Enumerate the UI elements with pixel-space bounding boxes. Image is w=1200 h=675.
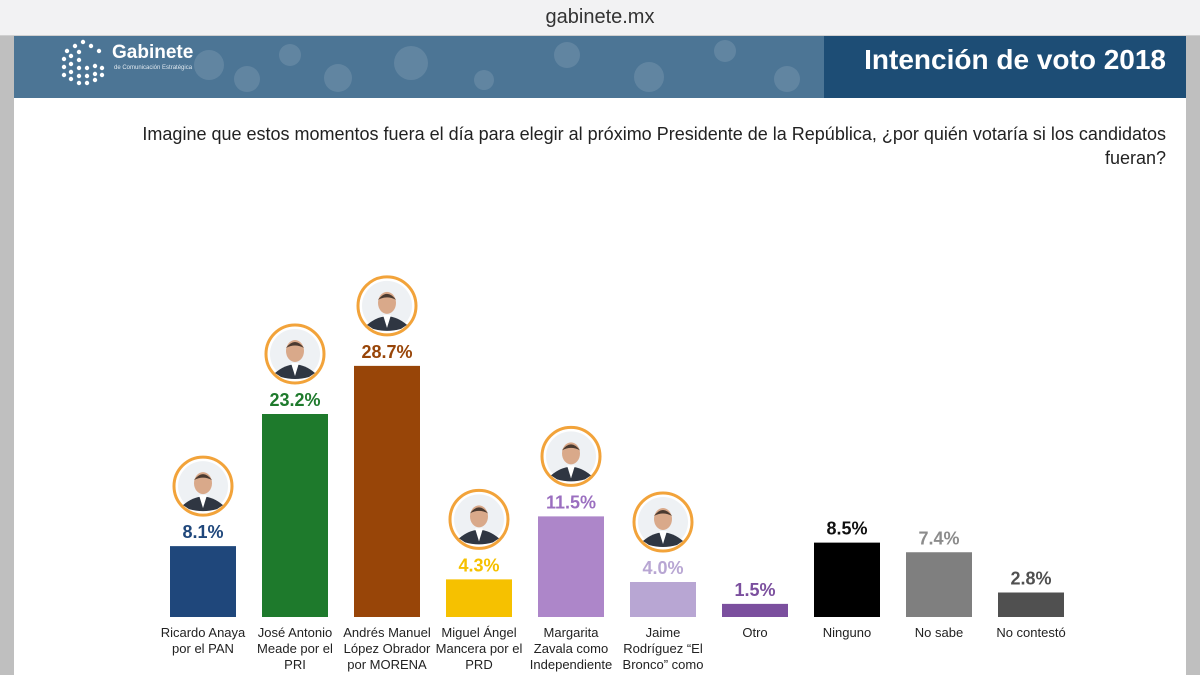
category-label-7-line-0: Ninguno — [823, 625, 871, 640]
bar-6 — [722, 603, 788, 617]
category-label-3-line-2: PRD — [465, 657, 492, 672]
value-label-2: 28.7% — [361, 342, 412, 362]
category-label-2-line-2: por MORENA — [347, 657, 427, 672]
bar-5 — [630, 582, 696, 617]
bar-8 — [906, 552, 972, 617]
category-label-1-line-1: Meade por el — [257, 641, 333, 656]
value-label-0: 8.1% — [182, 522, 223, 542]
bar-4 — [538, 516, 604, 617]
value-label-5: 4.0% — [642, 558, 683, 578]
category-label-4-line-1: Zavala como — [534, 641, 608, 656]
value-label-9: 2.8% — [1010, 569, 1051, 589]
candidate-photo-amlo-icon — [356, 275, 418, 337]
category-label-3-line-1: Mancera por el — [436, 641, 523, 656]
category-label-1-line-0: José Antonio — [258, 625, 332, 640]
title-box: Intención de voto 2018 — [824, 36, 1186, 98]
category-label-4-line-2: Independiente — [530, 657, 612, 672]
category-label-6-line-0: Otro — [742, 625, 767, 640]
slide-header: Gabinete de Comunicación Estratégica Int… — [14, 36, 1186, 98]
candidate-photo-anaya-icon — [172, 455, 234, 517]
bar-1 — [262, 414, 328, 617]
category-label-0-line-1: por el PAN — [172, 641, 234, 656]
candidate-photo-meade-icon — [264, 323, 326, 385]
header-decoration — [174, 36, 834, 98]
candidate-photo-bronco-icon — [632, 491, 694, 553]
category-label-0-line-0: Ricardo Anaya — [161, 625, 246, 640]
candidate-photo-zavala-icon — [540, 425, 602, 487]
value-label-3: 4.3% — [458, 555, 499, 575]
category-label-5-line-0: Jaime — [646, 625, 681, 640]
screen-frame-left — [0, 36, 14, 675]
brand-subtitle: de Comunicación Estratégica — [114, 65, 193, 71]
browser-url-bar[interactable]: gabinete.mx — [0, 0, 1200, 36]
value-label-6: 1.5% — [734, 580, 775, 600]
category-label-5-line-1: Rodríguez “El — [623, 641, 703, 656]
category-label-9-line-0: No contestó — [996, 625, 1065, 640]
bar-9 — [998, 592, 1064, 617]
category-label-2-line-0: Andrés Manuel — [343, 625, 431, 640]
category-label-1-line-2: PRI — [284, 657, 306, 672]
value-label-4: 11.5% — [546, 492, 596, 512]
slide: Gabinete de Comunicación Estratégica Int… — [14, 36, 1186, 675]
gabinete-logo-icon — [61, 39, 105, 86]
screen-frame-right — [1186, 36, 1200, 675]
bar-0 — [170, 546, 236, 617]
url-text: gabinete.mx — [545, 6, 655, 28]
survey-question: Imagine que estos momentos fuera el día … — [142, 124, 1166, 168]
bar-2 — [354, 365, 420, 617]
slide-title: Intención de voto 2018 — [864, 44, 1166, 75]
bar-7 — [814, 542, 880, 617]
value-label-1: 23.2% — [269, 390, 320, 410]
brand-name: Gabinete — [112, 42, 194, 63]
value-label-8: 7.4% — [918, 528, 959, 548]
bar-3 — [446, 579, 512, 617]
category-label-4-line-0: Margarita — [544, 625, 600, 640]
value-label-7: 8.5% — [826, 519, 867, 539]
category-label-2-line-1: López Obrador — [344, 641, 431, 656]
category-label-8-line-0: No sabe — [915, 625, 963, 640]
category-label-5-line-2: Bronco” como — [623, 657, 704, 672]
candidate-photo-mancera-icon — [448, 488, 510, 550]
category-label-3-line-0: Miguel Ángel — [441, 625, 516, 640]
